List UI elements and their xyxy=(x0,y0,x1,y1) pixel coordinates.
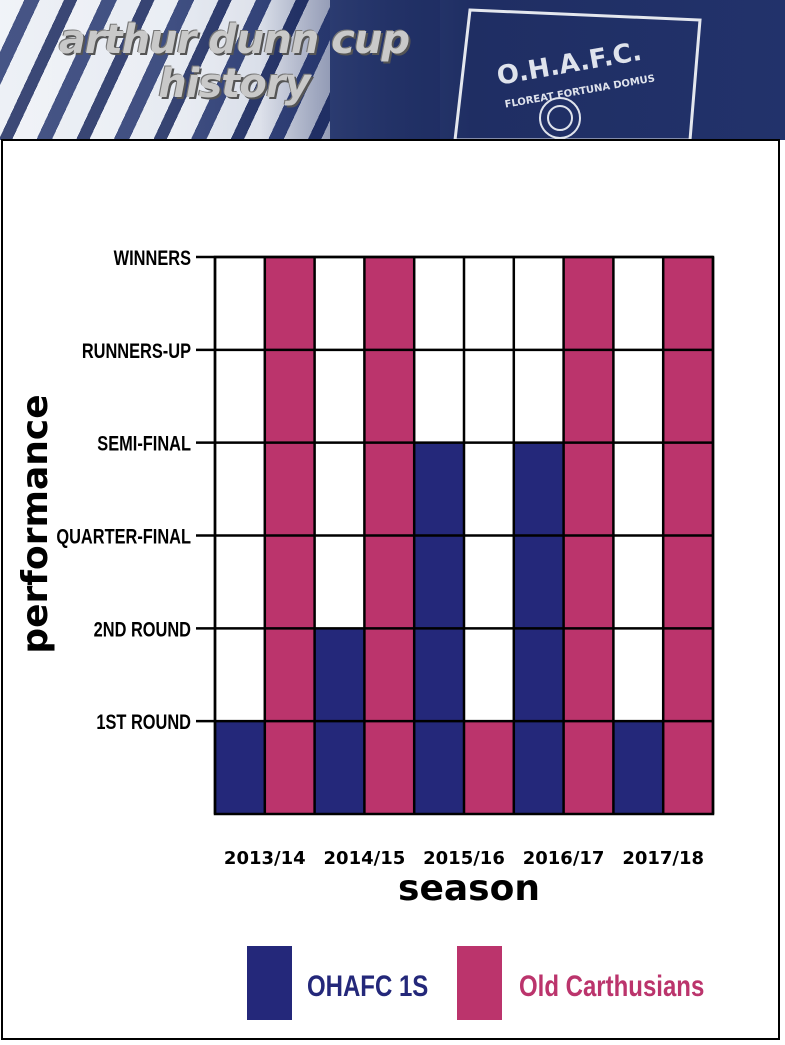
x-axis-label: season xyxy=(398,868,540,909)
legend-label: Old Carthusians xyxy=(519,968,704,1002)
y-tick-label: 2ND ROUND xyxy=(94,617,191,640)
plot-frame xyxy=(213,255,715,816)
y-axis-label: performance xyxy=(15,394,56,653)
y-tick-label: 1ST ROUND xyxy=(96,710,191,733)
banner-fade xyxy=(260,0,440,140)
page-title: arthur dunn cup history xyxy=(58,17,410,107)
legend-swatch xyxy=(457,946,502,1020)
bar-ohafc-1s-2013-14 xyxy=(215,721,265,814)
legend-label: OHAFC 1S xyxy=(307,968,428,1002)
x-tick-label: 2013/14 xyxy=(224,848,306,869)
y-tick-label: WINNERS xyxy=(114,246,191,269)
y-tick-label: SEMI-FINAL xyxy=(97,432,191,455)
y-tick-label: QUARTER-FINAL xyxy=(56,525,191,548)
legend-swatch xyxy=(247,946,292,1020)
header-banner: O.H.A.F.C. FLOREAT FORTUNA DOMUS arthur … xyxy=(0,0,785,140)
x-tick-label: 2016/17 xyxy=(523,848,605,869)
x-tick-label: 2014/15 xyxy=(324,848,406,869)
bar-old-carthusians-2015-16 xyxy=(464,721,514,814)
y-tick-label: RUNNERS-UP xyxy=(82,339,191,362)
x-tick-label: 2015/16 xyxy=(423,848,505,869)
club-crest-icon: O.H.A.F.C. FLOREAT FORTUNA DOMUS xyxy=(453,8,702,140)
x-tick-label: 2017/18 xyxy=(622,848,704,869)
bar-ohafc-1s-2017-18 xyxy=(613,721,664,814)
